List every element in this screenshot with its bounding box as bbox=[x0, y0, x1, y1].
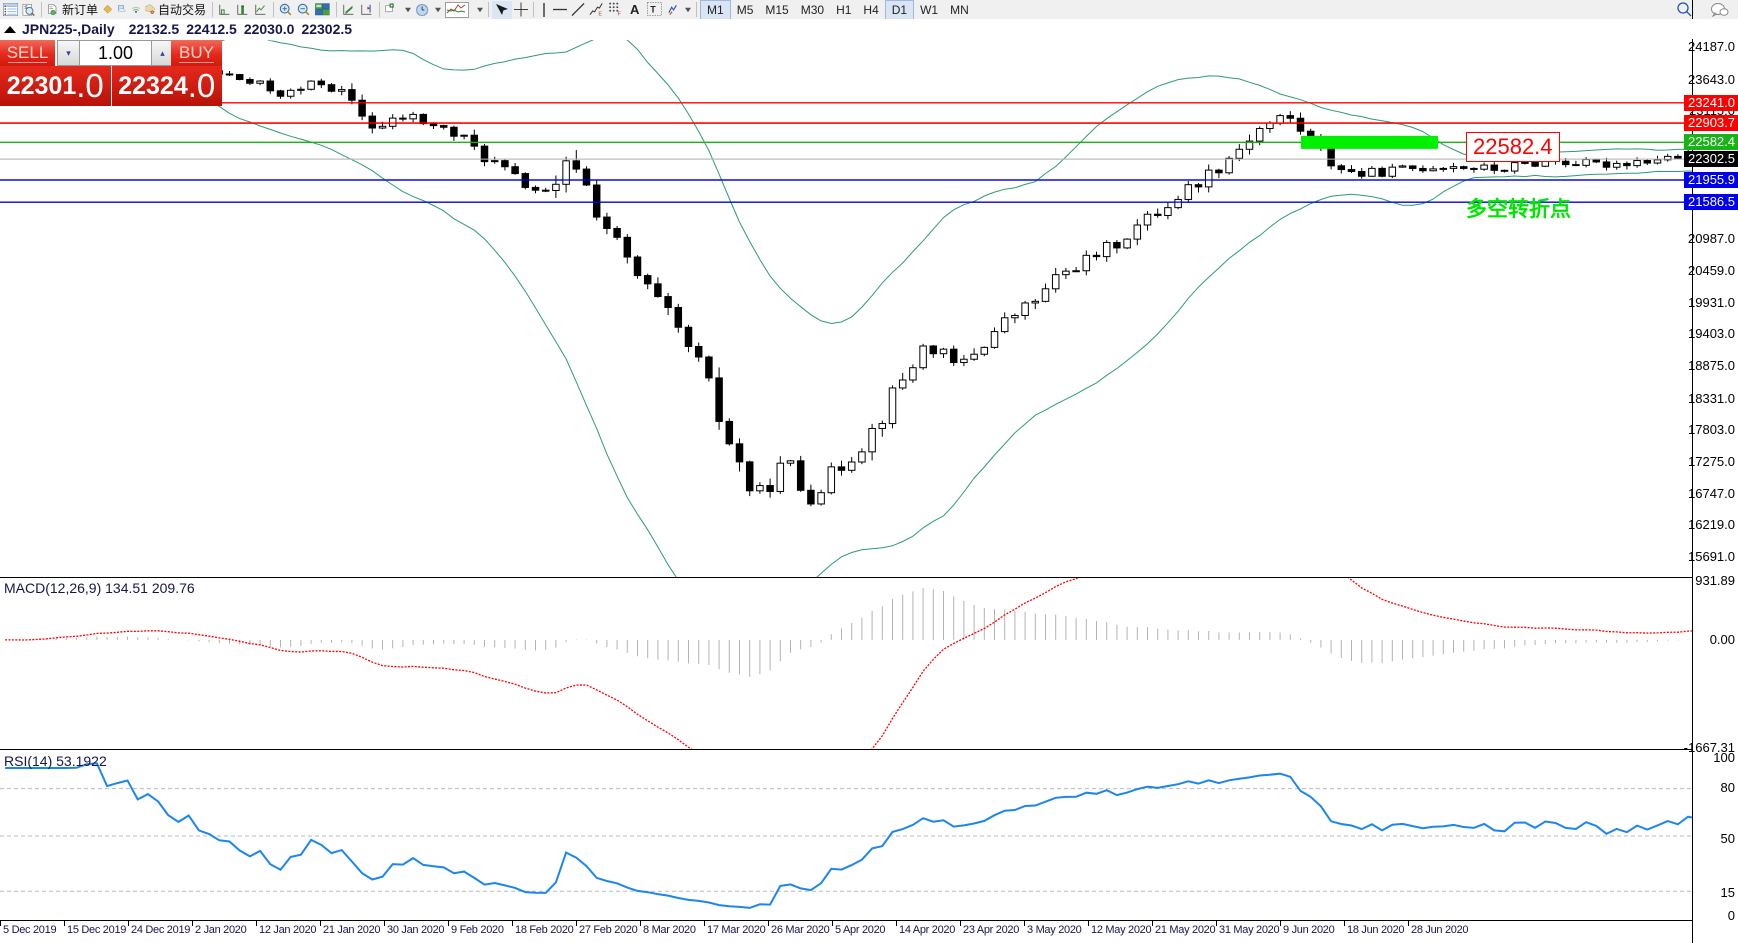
svg-text:T: T bbox=[650, 5, 656, 15]
svg-text:A: A bbox=[630, 3, 640, 16]
svg-text:E: E bbox=[598, 12, 602, 17]
svg-text:F: F bbox=[618, 12, 622, 17]
